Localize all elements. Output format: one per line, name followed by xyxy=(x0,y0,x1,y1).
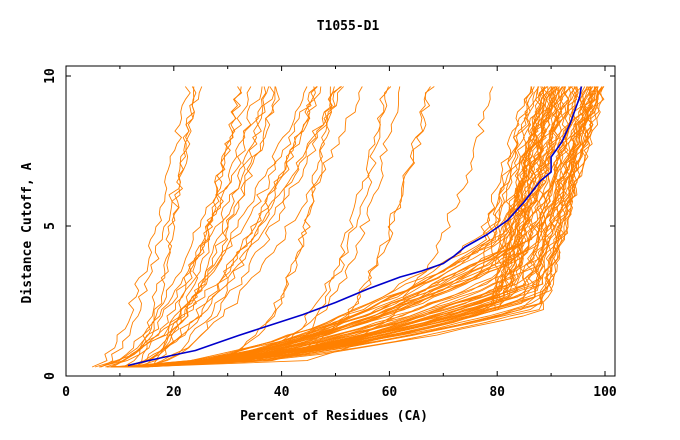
chart-title: T1055-D1 xyxy=(317,19,380,34)
y-tick-label: 5 xyxy=(43,222,58,230)
right-upper-curve xyxy=(130,86,551,368)
x-tick-label: 60 xyxy=(382,385,398,400)
middle-curve xyxy=(118,86,333,368)
steep-curve xyxy=(91,86,191,368)
middle-curve xyxy=(136,86,494,368)
right-lower-curve xyxy=(106,86,598,368)
right-lower-curve xyxy=(110,86,605,368)
middle-curve xyxy=(123,86,335,368)
middle-curve xyxy=(125,86,392,368)
right-upper-curve xyxy=(131,86,560,368)
x-tick-label: 40 xyxy=(274,385,290,400)
y-tick-label: 0 xyxy=(43,372,58,380)
steep-curve xyxy=(94,86,344,368)
right-upper-curve xyxy=(129,86,560,368)
steep-curve xyxy=(119,86,342,368)
steep-curve xyxy=(131,86,276,368)
x-axis-label: Percent of Residues (CA) xyxy=(240,409,428,424)
right-upper-curve xyxy=(120,86,594,368)
middle-curve xyxy=(139,86,435,368)
right-upper-curve xyxy=(125,86,546,368)
right-lower-curve xyxy=(133,86,603,368)
right-upper-curve xyxy=(116,86,533,368)
right-upper-curve xyxy=(124,86,586,368)
x-tick-label: 0 xyxy=(62,385,70,400)
right-lower-curve xyxy=(131,86,572,368)
right-upper-curve xyxy=(115,86,567,368)
steep-curve xyxy=(142,86,363,368)
right-upper-curve xyxy=(129,86,539,368)
y-axis-label: Distance Cutoff, A xyxy=(20,162,35,303)
right-lower-curve xyxy=(137,86,548,368)
middle-curve xyxy=(124,86,389,368)
steep-curve xyxy=(110,86,263,368)
right-upper-curve xyxy=(114,86,535,368)
steep-curve xyxy=(123,86,197,368)
x-tick-label: 20 xyxy=(166,385,182,400)
right-lower-curve xyxy=(127,86,557,368)
steep-curve xyxy=(135,86,270,368)
highlight-curve xyxy=(127,86,583,367)
steep-curve xyxy=(100,86,267,368)
right-upper-curve xyxy=(131,86,597,368)
right-upper-curve xyxy=(128,86,571,368)
right-lower-curve xyxy=(116,86,573,368)
plot-frame xyxy=(65,65,616,377)
right-upper-curve xyxy=(129,86,553,368)
right-lower-curve xyxy=(144,86,596,368)
y-tick-label: 10 xyxy=(43,68,58,84)
right-lower-curve xyxy=(119,86,604,368)
steep-curve xyxy=(143,86,242,368)
right-upper-curve xyxy=(125,86,592,368)
right-lower-curve xyxy=(116,86,592,368)
right-upper-curve xyxy=(129,86,597,368)
x-tick-label: 80 xyxy=(489,385,505,400)
right-lower-curve xyxy=(136,86,556,368)
steep-curve xyxy=(126,86,322,368)
steep-curve xyxy=(126,86,318,368)
right-upper-curve xyxy=(121,86,598,368)
ticks-group: 0 20 40 60 80 100 0 5 10 xyxy=(43,66,617,400)
x-tick-label: 100 xyxy=(593,385,617,400)
steep-curve xyxy=(123,86,280,368)
steep-curve xyxy=(105,86,308,368)
curves-group xyxy=(91,86,605,368)
steep-curve xyxy=(100,86,203,368)
right-lower-curve xyxy=(117,86,564,368)
middle-curve xyxy=(129,86,431,368)
middle-curve xyxy=(120,86,401,368)
steep-curve xyxy=(112,86,275,368)
right-upper-curve xyxy=(124,86,583,368)
